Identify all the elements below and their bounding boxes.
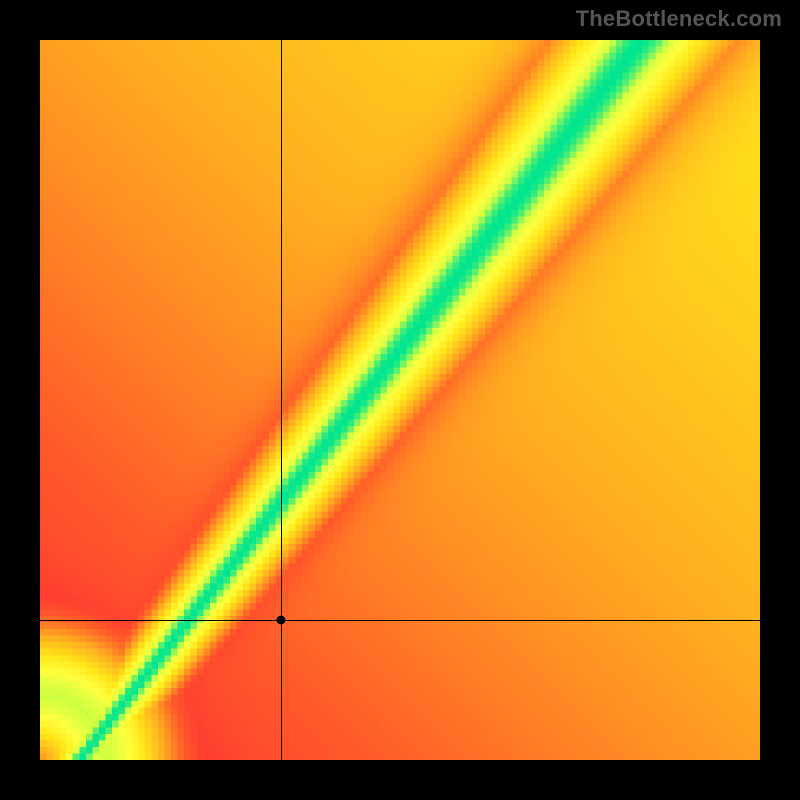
- crosshair-horizontal: [40, 620, 760, 621]
- crosshair-vertical: [281, 40, 282, 760]
- bottleneck-heatmap: [40, 40, 760, 760]
- plot-area: [40, 40, 760, 760]
- watermark-text: TheBottleneck.com: [576, 6, 782, 32]
- selection-marker: [277, 615, 286, 624]
- figure-frame: TheBottleneck.com: [0, 0, 800, 800]
